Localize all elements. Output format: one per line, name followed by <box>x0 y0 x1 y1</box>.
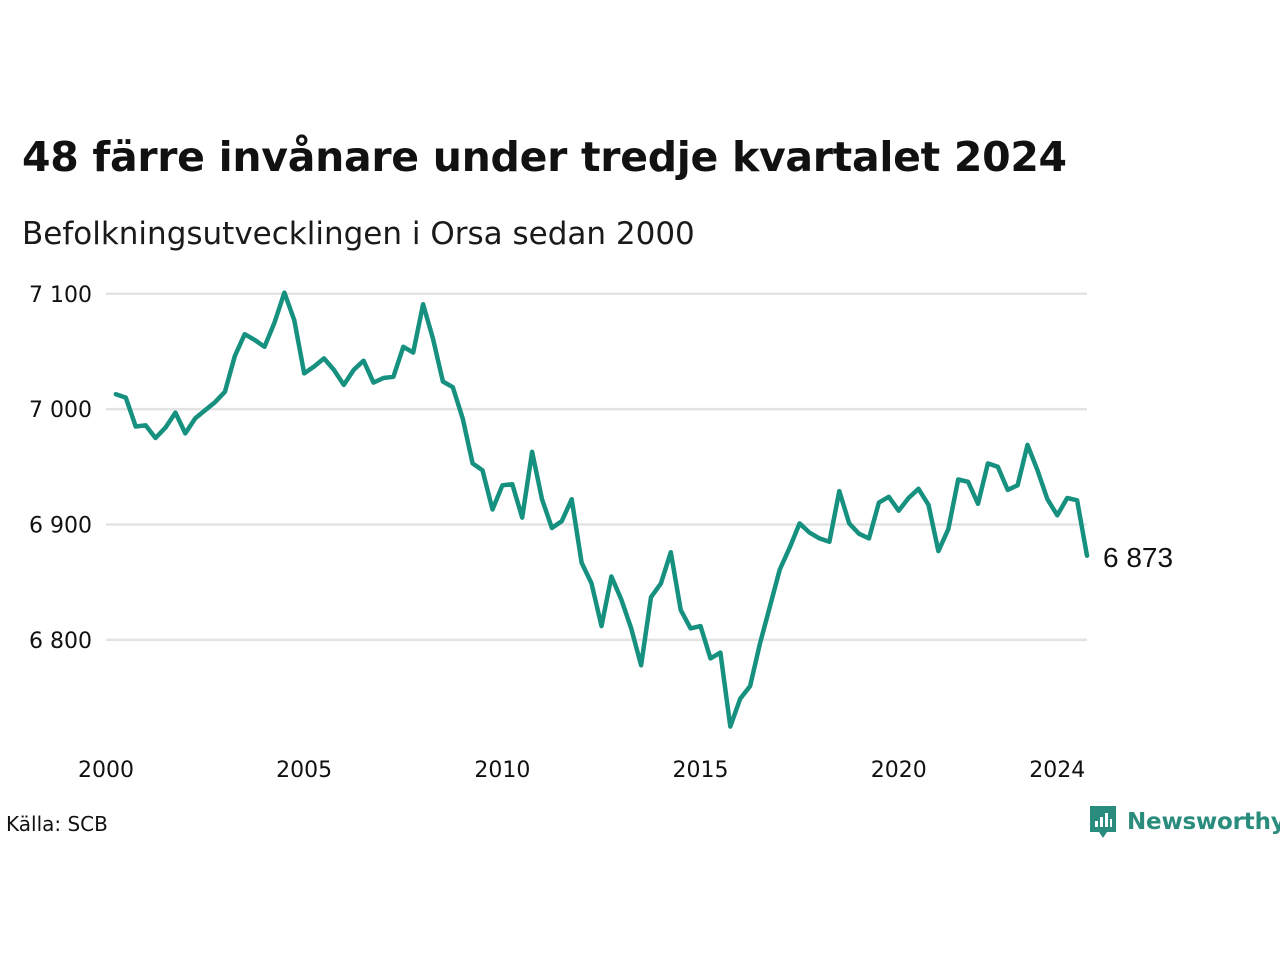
x-tick-label: 2010 <box>474 758 530 783</box>
y-tick-label: 6 900 <box>29 514 92 539</box>
end-value-label: 6 873 <box>1103 542 1173 573</box>
x-axis-ticks: 2000 2005 2010 2015 2020 2024 <box>78 758 1085 783</box>
chart-title: 48 färre invånare under tredje kvartalet… <box>22 133 1067 181</box>
y-axis-ticks: 7 100 7 000 6 900 6 800 <box>29 283 92 654</box>
gridlines <box>106 292 1087 642</box>
population-line <box>113 290 1090 729</box>
x-tick-label: 2005 <box>276 758 332 783</box>
chart-subtitle: Befolkningsutvecklingen i Orsa sedan 200… <box>22 216 695 252</box>
x-tick-label: 2024 <box>1029 758 1085 783</box>
y-tick-label: 7 100 <box>29 283 92 308</box>
x-tick-label: 2000 <box>78 758 134 783</box>
newsworthy-logo-icon <box>1090 806 1116 838</box>
x-tick-label: 2015 <box>673 758 729 783</box>
source-note: Källa: SCB <box>6 812 108 836</box>
x-tick-label: 2020 <box>871 758 927 783</box>
y-tick-label: 6 800 <box>29 629 92 654</box>
y-tick-label: 7 000 <box>29 398 92 423</box>
brand-logo: Newsworthy <box>1088 804 1280 840</box>
brand-name: Newsworthy <box>1127 809 1280 835</box>
